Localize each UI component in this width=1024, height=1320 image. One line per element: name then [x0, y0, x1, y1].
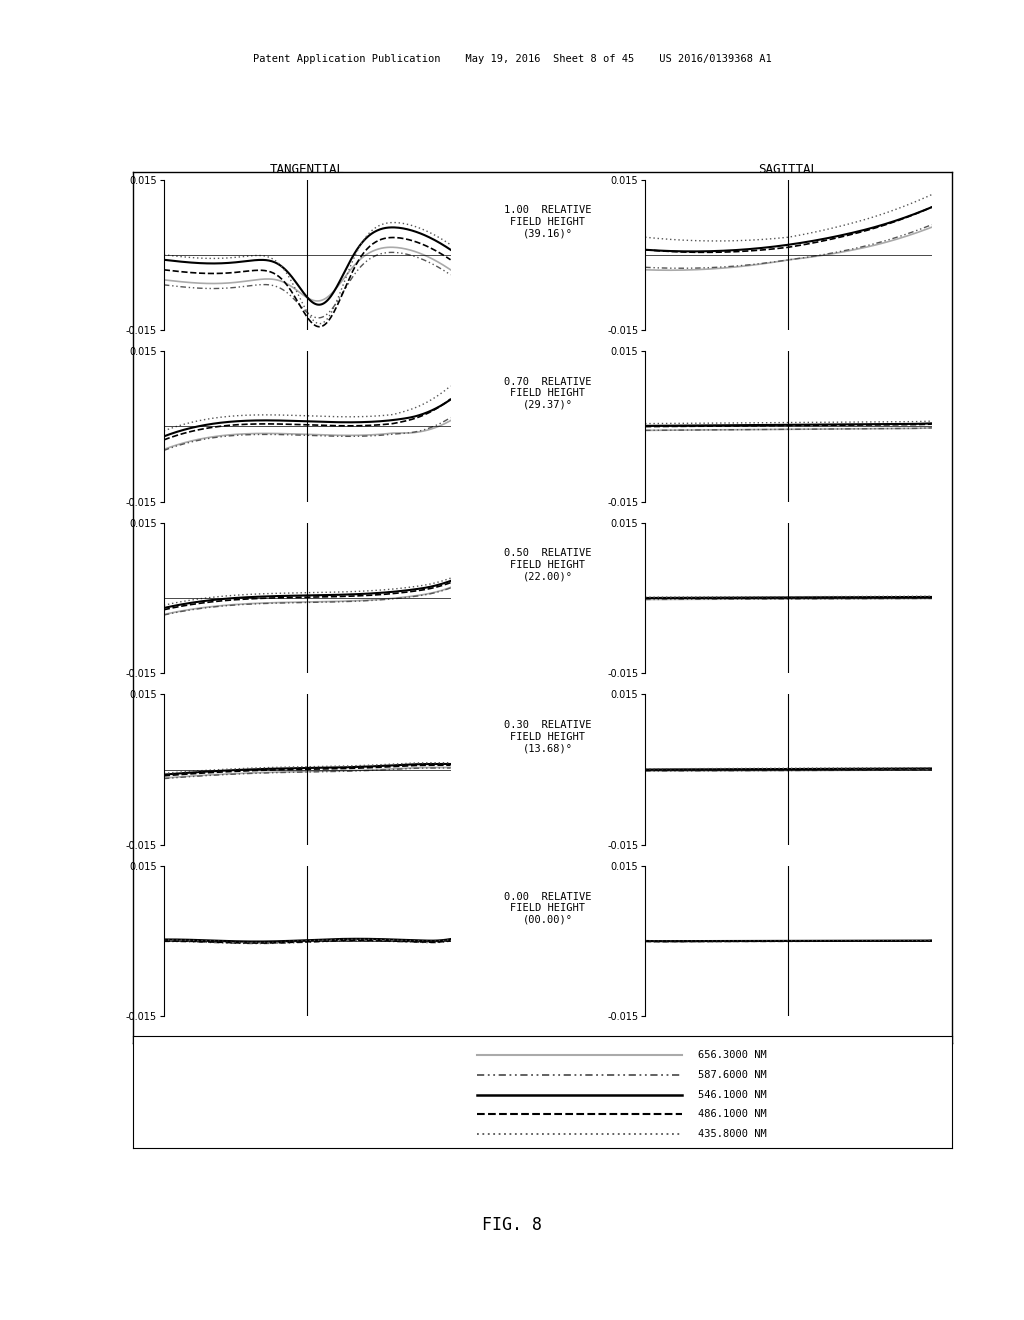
- Text: 587.6000 NM: 587.6000 NM: [698, 1071, 767, 1080]
- Text: 0.00  RELATIVE
FIELD HEIGHT
(00.00)°: 0.00 RELATIVE FIELD HEIGHT (00.00)°: [504, 891, 592, 925]
- Text: 486.1000 NM: 486.1000 NM: [698, 1109, 767, 1119]
- Text: TANGENTIAL: TANGENTIAL: [269, 162, 345, 176]
- Text: FIG. 8: FIG. 8: [482, 1216, 542, 1234]
- Text: 0.50  RELATIVE
FIELD HEIGHT
(22.00)°: 0.50 RELATIVE FIELD HEIGHT (22.00)°: [504, 548, 592, 582]
- Text: 1.00  RELATIVE
FIELD HEIGHT
(39.16)°: 1.00 RELATIVE FIELD HEIGHT (39.16)°: [504, 205, 592, 239]
- Text: 656.3000 NM: 656.3000 NM: [698, 1051, 767, 1060]
- Text: 0.30  RELATIVE
FIELD HEIGHT
(13.68)°: 0.30 RELATIVE FIELD HEIGHT (13.68)°: [504, 719, 592, 754]
- Text: SAGITTAL: SAGITTAL: [759, 162, 818, 176]
- Text: 546.1000 NM: 546.1000 NM: [698, 1089, 767, 1100]
- Text: 0.70  RELATIVE
FIELD HEIGHT
(29.37)°: 0.70 RELATIVE FIELD HEIGHT (29.37)°: [504, 376, 592, 411]
- Text: Patent Application Publication    May 19, 2016  Sheet 8 of 45    US 2016/0139368: Patent Application Publication May 19, 2…: [253, 54, 771, 65]
- Text: 435.8000 NM: 435.8000 NM: [698, 1129, 767, 1139]
